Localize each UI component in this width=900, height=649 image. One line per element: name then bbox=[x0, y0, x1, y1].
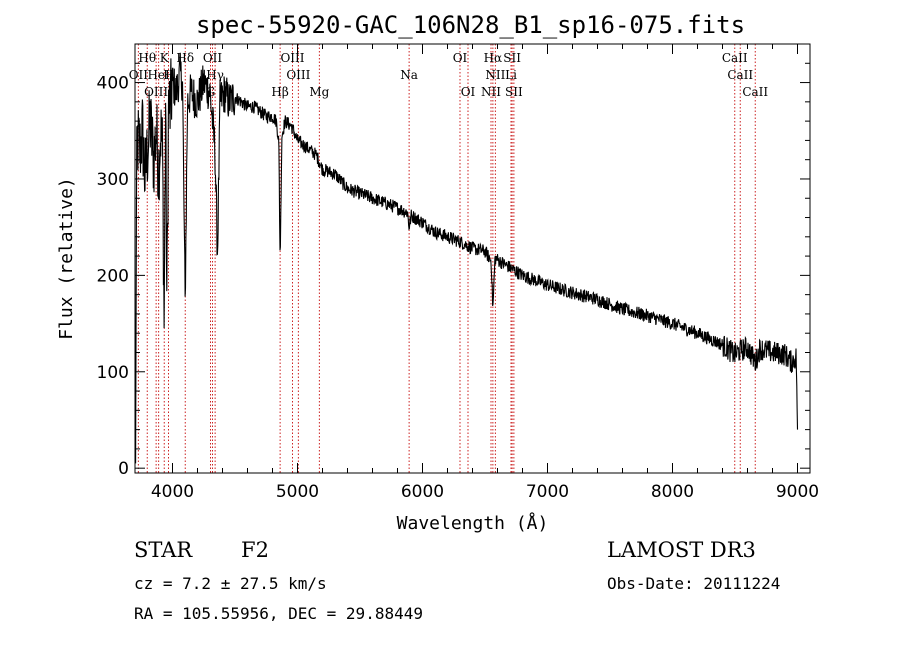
y-tick-label: 0 bbox=[118, 459, 129, 479]
line-marker-label: K bbox=[160, 51, 170, 65]
line-marker-label: H bbox=[163, 68, 173, 82]
line-marker-label: OIII bbox=[286, 68, 310, 82]
line-marker-label: G bbox=[206, 85, 216, 99]
y-tick-label: 300 bbox=[97, 170, 129, 190]
spectrum-line bbox=[135, 52, 799, 464]
x-axis-label: Wavelength (Å) bbox=[397, 512, 549, 534]
line-marker-group bbox=[137, 44, 756, 473]
line-marker-label: Na bbox=[400, 68, 418, 82]
line-marker-label: OI bbox=[461, 85, 476, 99]
redshift-readout: cz = 7.2 ± 27.5 km/s bbox=[134, 574, 327, 593]
line-marker-label: HeI bbox=[147, 68, 170, 82]
plot-frame bbox=[134, 43, 811, 474]
line-marker-label: CaII bbox=[742, 85, 768, 99]
line-marker-label: Hβ bbox=[271, 85, 288, 99]
x-tick-label: 9000 bbox=[776, 482, 819, 502]
line-marker-label: SII bbox=[503, 51, 521, 65]
line-marker-label: OIII bbox=[280, 51, 304, 65]
x-tick-label: 4000 bbox=[151, 482, 194, 502]
line-marker-label: NII bbox=[481, 85, 501, 99]
line-marker-label: Hα bbox=[484, 51, 503, 65]
y-axis-label: Flux (relative) bbox=[56, 177, 77, 340]
line-marker-label: CaII bbox=[722, 51, 748, 65]
line-marker-label: OII bbox=[203, 51, 223, 65]
line-marker-label: OII bbox=[129, 68, 149, 82]
object-subclass: F2 bbox=[241, 538, 269, 562]
line-marker-label: SII bbox=[505, 85, 523, 99]
line-marker-label: Li bbox=[505, 68, 517, 82]
line-marker-label: CaII bbox=[727, 68, 753, 82]
line-marker-label: OI bbox=[453, 51, 468, 65]
line-marker-label: OIII bbox=[144, 85, 168, 99]
x-tick-label: 5000 bbox=[276, 482, 319, 502]
x-tick-label: 6000 bbox=[401, 482, 444, 502]
object-class: STAR bbox=[134, 538, 193, 562]
line-marker-label: Hθ bbox=[138, 51, 156, 65]
coordinates-readout: RA = 105.55956, DEC = 29.88449 bbox=[134, 604, 423, 623]
line-marker-label: NII bbox=[485, 68, 505, 82]
x-tick-label: 8000 bbox=[651, 482, 694, 502]
chart-title: spec-55920-GAC_106N28_B1_sp16-075.fits bbox=[196, 11, 745, 39]
y-tick-label: 200 bbox=[97, 266, 129, 286]
survey-name: LAMOST DR3 bbox=[607, 538, 756, 562]
line-marker-label: Mg bbox=[309, 85, 329, 99]
x-tick-label: 7000 bbox=[526, 482, 569, 502]
y-tick-label: 100 bbox=[97, 363, 129, 383]
observation-date: Obs-Date: 20111224 bbox=[607, 574, 781, 593]
line-marker-label: Hγ bbox=[206, 68, 224, 82]
line-marker-label: Hδ bbox=[176, 51, 194, 65]
y-tick-label: 400 bbox=[97, 74, 129, 94]
